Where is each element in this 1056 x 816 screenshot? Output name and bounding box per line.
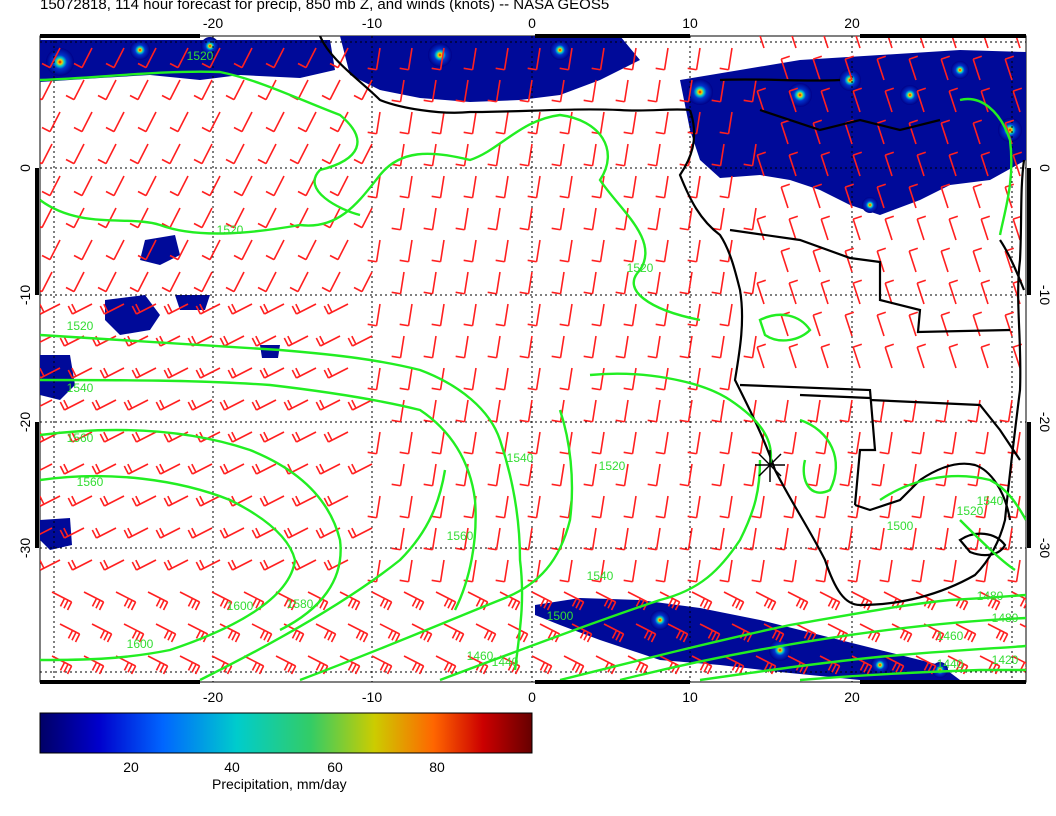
contour-label: 1520 <box>599 459 626 473</box>
contour-label: 1460 <box>467 649 494 663</box>
wind-barbs <box>40 36 1026 675</box>
lon-tick-top: 10 <box>682 15 698 31</box>
contour-label: 1500 <box>547 609 574 623</box>
contour-label: 1540 <box>67 381 94 395</box>
contour-label: 1540 <box>977 494 1004 508</box>
contour-label: 1520 <box>627 261 654 275</box>
colorbar-tick: 60 <box>327 759 343 775</box>
lon-tick-bottom: 20 <box>844 689 860 705</box>
contour-label: 1420 <box>992 653 1019 667</box>
colorbar-tick: 80 <box>429 759 445 775</box>
contour-label: 1600 <box>227 599 254 613</box>
lat-tick-left: -20 <box>17 412 33 432</box>
colorbar-title: Precipitation, mm/day <box>212 776 347 792</box>
contour-label: 1580 <box>287 597 314 611</box>
lat-tick-right: -30 <box>1037 538 1053 558</box>
coastlines <box>318 36 1026 607</box>
contour-label: 1540 <box>507 451 534 465</box>
colorbar-tick: 20 <box>123 759 139 775</box>
contour-label: 1440 <box>492 655 519 669</box>
lon-tick-top: 0 <box>528 15 536 31</box>
contour-label: 1480 <box>992 611 1019 625</box>
lat-tick-left: -10 <box>17 285 33 305</box>
map-title: 15072818, 114 hour forecast for precip, … <box>40 0 610 13</box>
contour-label: 1520 <box>217 223 244 237</box>
contour-label: 1460 <box>937 629 964 643</box>
contour-label: 1560 <box>447 529 474 543</box>
contour-label: 1560 <box>77 475 104 489</box>
lat-lon-grid <box>40 36 1026 682</box>
colorbar-tick: 40 <box>224 759 240 775</box>
contour-label: 1600 <box>127 637 154 651</box>
asterisk-marker-icon <box>755 450 785 482</box>
lon-tick-top: -20 <box>203 15 223 31</box>
lat-tick-left: 0 <box>17 164 33 172</box>
contour-label: 1440 <box>937 657 964 671</box>
contour-label: 1500 <box>887 519 914 533</box>
lon-tick-bottom: 0 <box>528 689 536 705</box>
height-contours <box>40 70 1026 682</box>
lat-tick-right: -20 <box>1037 412 1053 432</box>
lon-tick-top: 20 <box>844 15 860 31</box>
contour-label: 1520 <box>957 504 984 518</box>
contour-label: 1560 <box>67 431 94 445</box>
lat-tick-right: -10 <box>1037 285 1053 305</box>
lat-tick-left: -30 <box>17 538 33 558</box>
lon-tick-bottom: -20 <box>203 689 223 705</box>
lat-tick-right: 0 <box>1037 164 1053 172</box>
contour-label: 1520 <box>67 319 94 333</box>
lon-tick-bottom: -10 <box>362 689 382 705</box>
lon-tick-top: -10 <box>362 15 382 31</box>
contour-label: 1480 <box>977 589 1004 603</box>
precip-colorbar <box>39 712 533 754</box>
contour-label: 1520 <box>187 49 214 63</box>
contour-label: 1540 <box>587 569 614 583</box>
lon-tick-bottom: 10 <box>682 689 698 705</box>
